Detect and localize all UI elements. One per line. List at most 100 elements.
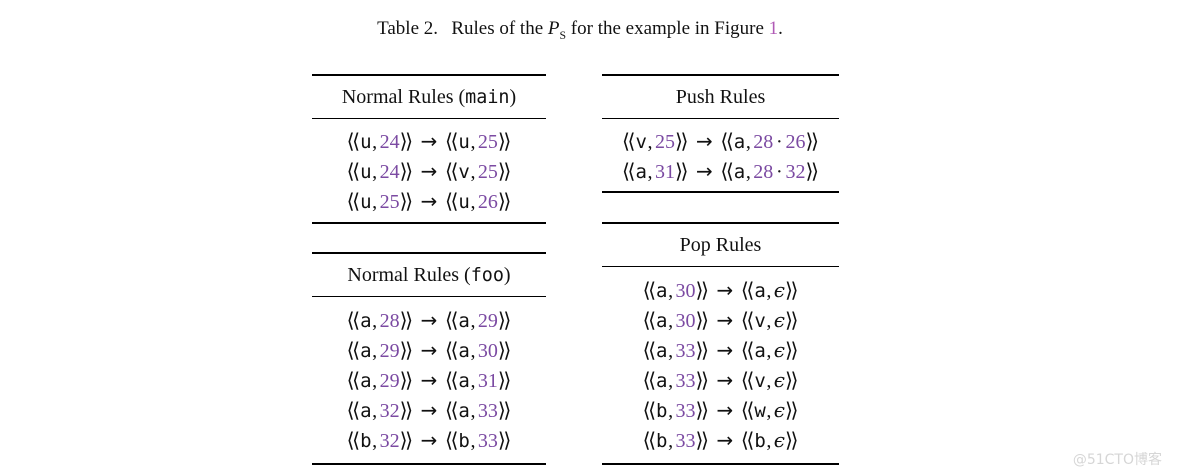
bottomrule — [312, 222, 546, 224]
state-symbol: u — [458, 191, 470, 213]
close-double-angle-bracket: ⟩⟩ — [497, 338, 512, 362]
state-symbol: b — [656, 430, 668, 452]
comma: , — [668, 280, 674, 302]
close-double-angle-bracket: ⟩⟩ — [399, 308, 414, 332]
line-number: 33 — [675, 430, 696, 452]
line-number: 24 — [379, 131, 400, 153]
rule-row: ⟨⟨ a, 28⟩⟩ → ⟨⟨ a, 29⟩⟩ — [312, 305, 546, 335]
midrule — [602, 266, 839, 267]
configuration: ⟨⟨ a, 32⟩⟩ — [347, 398, 414, 422]
line-number: 32 — [379, 400, 400, 422]
state-symbol: v — [754, 370, 766, 392]
close-double-angle-bracket: ⟩⟩ — [695, 338, 709, 362]
arrow-icon: → — [420, 338, 438, 362]
bottomrule — [602, 191, 839, 193]
open-double-angle-bracket: ⟨⟨ — [346, 428, 361, 452]
comma: , — [766, 280, 772, 302]
line-number: 30 — [477, 340, 498, 362]
line-number: 26 — [477, 191, 498, 213]
rule-row: ⟨⟨ a, 33⟩⟩ → ⟨⟨ v, ϵ⟩⟩ — [602, 365, 839, 395]
line-number: 33 — [675, 340, 696, 362]
configuration: ⟨⟨ a, ϵ⟩⟩ — [741, 278, 799, 302]
state-symbol: b — [360, 430, 372, 452]
open-double-angle-bracket: ⟨⟨ — [346, 368, 361, 392]
table-title-part: Push Rules — [675, 86, 766, 108]
rules-list: ⟨⟨ u, 24⟩⟩ → ⟨⟨ u, 25⟩⟩ ⟨⟨ u, 24⟩⟩ → ⟨⟨ v, 25⟩⟩ ⟨⟨ u, 25… — [312, 119, 546, 222]
line-number: 29 — [477, 310, 498, 332]
open-double-angle-bracket: ⟨⟨ — [740, 368, 755, 392]
comma: , — [766, 400, 772, 422]
comma: , — [372, 400, 378, 422]
configuration: ⟨⟨ a, 31⟩⟩ — [622, 159, 688, 183]
close-double-angle-bracket: ⟩⟩ — [497, 159, 512, 183]
rule-row: ⟨⟨ b, 33⟩⟩ → ⟨⟨ b, ϵ⟩⟩ — [602, 425, 839, 455]
configuration: ⟨⟨ a, 28 · 26⟩⟩ — [720, 129, 819, 153]
epsilon-symbol: ϵ — [773, 278, 785, 302]
close-double-angle-bracket: ⟩⟩ — [784, 278, 799, 302]
rule-row: ⟨⟨ b, 33⟩⟩ → ⟨⟨ w, ϵ⟩⟩ — [602, 395, 839, 425]
open-double-angle-bracket: ⟨⟨ — [720, 129, 734, 153]
rule-row: ⟨⟨ a, 29⟩⟩ → ⟨⟨ a, 31⟩⟩ — [312, 365, 546, 395]
configuration: ⟨⟨ a, 28⟩⟩ — [347, 308, 414, 332]
comma: , — [470, 340, 476, 362]
state-symbol: a — [656, 310, 668, 332]
configuration: ⟨⟨ v, 25⟩⟩ — [445, 159, 512, 183]
open-double-angle-bracket: ⟨⟨ — [444, 189, 459, 213]
close-double-angle-bracket: ⟩⟩ — [695, 428, 709, 452]
open-double-angle-bracket: ⟨⟨ — [740, 398, 755, 422]
table-push-rules: Push Rules ⟨⟨ v, 25⟩⟩ → ⟨⟨ a, 28 · 26⟩⟩ ⟨⟨ a, 31⟩⟩ →… — [602, 74, 839, 193]
table-title: Pop Rules — [602, 224, 839, 266]
line-number: 24 — [379, 161, 400, 183]
state-symbol: a — [635, 161, 647, 183]
close-double-angle-bracket: ⟩⟩ — [399, 129, 414, 153]
configuration: ⟨⟨ b, 33⟩⟩ — [643, 398, 709, 422]
comma: , — [470, 370, 476, 392]
configuration: ⟨⟨ a, 30⟩⟩ — [445, 338, 512, 362]
state-symbol: b — [458, 430, 470, 452]
open-double-angle-bracket: ⟨⟨ — [346, 189, 361, 213]
line-number: 26 — [785, 131, 806, 153]
open-double-angle-bracket: ⟨⟨ — [346, 159, 361, 183]
close-double-angle-bracket: ⟩⟩ — [784, 428, 799, 452]
configuration: ⟨⟨ a, 29⟩⟩ — [346, 368, 414, 392]
configuration: ⟨⟨ w, ϵ⟩⟩ — [740, 398, 799, 422]
configuration: ⟨⟨ v, 25⟩⟩ — [622, 129, 689, 153]
open-double-angle-bracket: ⟨⟨ — [642, 308, 657, 332]
state-symbol: a — [360, 400, 372, 422]
line-number: 28 — [379, 310, 400, 332]
close-double-angle-bracket: ⟩⟩ — [784, 368, 799, 392]
rule-row: ⟨⟨ a, 29⟩⟩ → ⟨⟨ a, 30⟩⟩ — [312, 335, 546, 365]
configuration: ⟨⟨ a, 30⟩⟩ — [642, 308, 709, 332]
state-symbol: v — [458, 161, 470, 183]
comma: , — [470, 430, 476, 452]
table-normal-rules-foo: Normal Rules (foo) ⟨⟨ a, 28⟩⟩ → ⟨⟨ a, 29⟩⟩ ⟨⟨ a,… — [312, 252, 546, 465]
arrow-icon: → — [420, 308, 438, 332]
configuration: ⟨⟨ a, 30⟩⟩ — [643, 278, 709, 302]
table-caption: Table 2. Rules of the PS for the example… — [0, 15, 1160, 50]
state-symbol: a — [360, 340, 372, 362]
rule-row: ⟨⟨ a, 30⟩⟩ → ⟨⟨ a, ϵ⟩⟩ — [602, 275, 839, 305]
close-double-angle-bracket: ⟩⟩ — [674, 129, 689, 153]
open-double-angle-bracket: ⟨⟨ — [642, 368, 657, 392]
comma: , — [745, 161, 751, 183]
close-double-angle-bracket: ⟩⟩ — [695, 368, 709, 392]
comma: , — [668, 310, 674, 332]
midrule — [312, 296, 546, 297]
arrow-icon: → — [420, 428, 438, 452]
rule-row: ⟨⟨ b, 32⟩⟩ → ⟨⟨ b, 33⟩⟩ — [312, 425, 546, 455]
caption-label: Table 2. — [377, 18, 439, 39]
open-double-angle-bracket: ⟨⟨ — [346, 129, 361, 153]
epsilon-symbol: ϵ — [773, 398, 785, 422]
close-double-angle-bracket: ⟩⟩ — [695, 278, 709, 302]
open-double-angle-bracket: ⟨⟨ — [740, 428, 755, 452]
state-symbol: a — [656, 370, 668, 392]
rule-row: ⟨⟨ a, 31⟩⟩ → ⟨⟨ a, 28 · 32⟩⟩ — [602, 156, 839, 186]
state-symbol: a — [360, 310, 372, 332]
epsilon-symbol: ϵ — [773, 368, 785, 392]
state-symbol: a — [754, 280, 766, 302]
arrow-icon: → — [695, 129, 713, 153]
close-double-angle-bracket: ⟩⟩ — [784, 398, 799, 422]
state-symbol: a — [656, 340, 668, 362]
close-double-angle-bracket: ⟩⟩ — [399, 368, 414, 392]
close-double-angle-bracket: ⟩⟩ — [399, 398, 414, 422]
